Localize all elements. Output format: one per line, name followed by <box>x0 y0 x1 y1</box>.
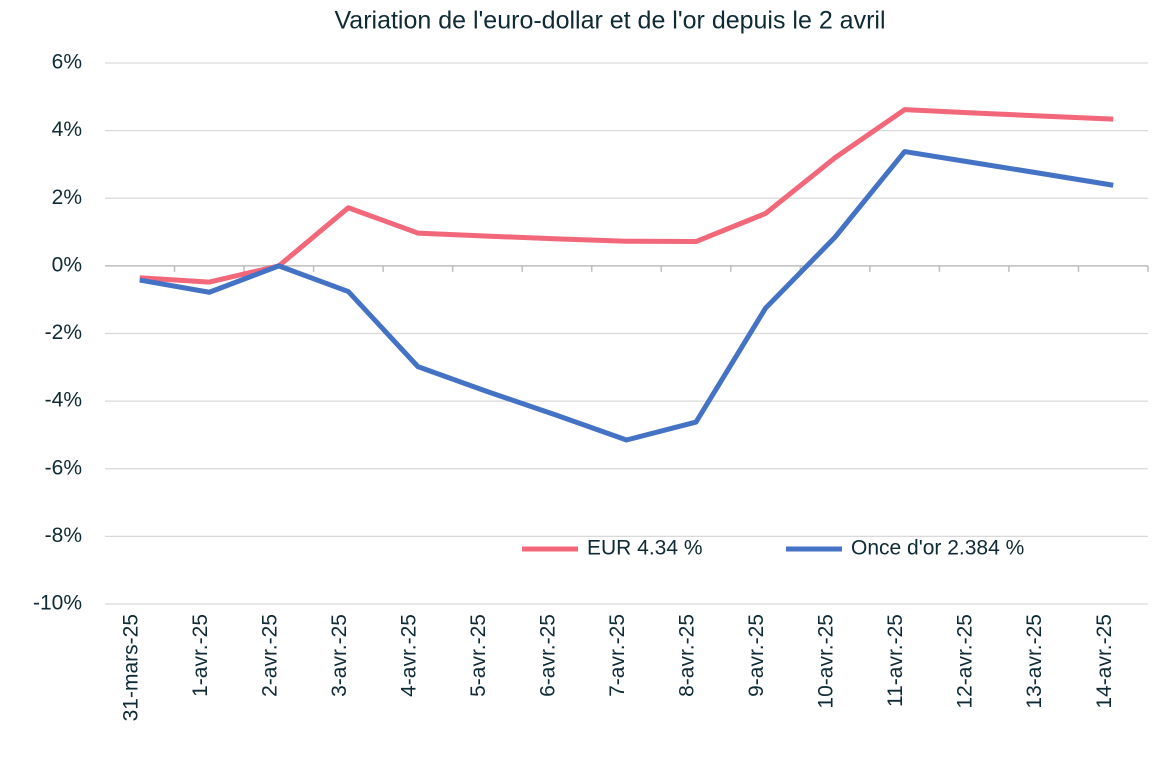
y-tick-label: 6% <box>52 51 82 74</box>
x-tick-label: 7-avr.-25 <box>606 614 629 697</box>
x-tick-label: 14-avr.-25 <box>1093 614 1116 709</box>
y-tick-label: -2% <box>45 321 82 344</box>
x-tick-label: 12-avr.-25 <box>954 614 977 709</box>
legend-label: Once d'or 2.384 % <box>851 537 1024 560</box>
x-tick-label: 5-avr.-25 <box>467 614 490 697</box>
x-tick-label: 2-avr.-25 <box>258 614 281 697</box>
x-tick-label: 13-avr.-25 <box>1023 614 1046 709</box>
x-tick-label: 11-avr.-25 <box>884 614 907 707</box>
x-tick-label: 10-avr.-25 <box>815 614 838 709</box>
y-tick-label: -10% <box>33 592 82 615</box>
x-tick-label: 8-avr.-25 <box>676 614 699 697</box>
y-tick-label: 2% <box>52 186 82 209</box>
chart-title: Variation de l'euro-dollar et de l'or de… <box>334 7 885 35</box>
x-tick-label: 9-avr.-25 <box>745 614 768 697</box>
y-tick-label: -6% <box>45 456 82 479</box>
series-line <box>139 149 1114 443</box>
y-tick-label: -8% <box>45 524 82 547</box>
x-tick-label: 6-avr.-25 <box>537 614 560 697</box>
legend-label: EUR 4.34 % <box>587 537 703 560</box>
x-tick-label: 31-mars-25 <box>119 614 142 721</box>
x-tick-label: 1-avr.-25 <box>189 614 212 697</box>
x-tick-label: 4-avr.-25 <box>397 614 420 697</box>
y-tick-label: -4% <box>45 389 82 412</box>
x-tick-label: 3-avr.-25 <box>328 614 351 697</box>
series-line <box>139 107 1114 285</box>
y-tick-label: 4% <box>52 118 82 141</box>
y-tick-label: 0% <box>52 253 82 276</box>
